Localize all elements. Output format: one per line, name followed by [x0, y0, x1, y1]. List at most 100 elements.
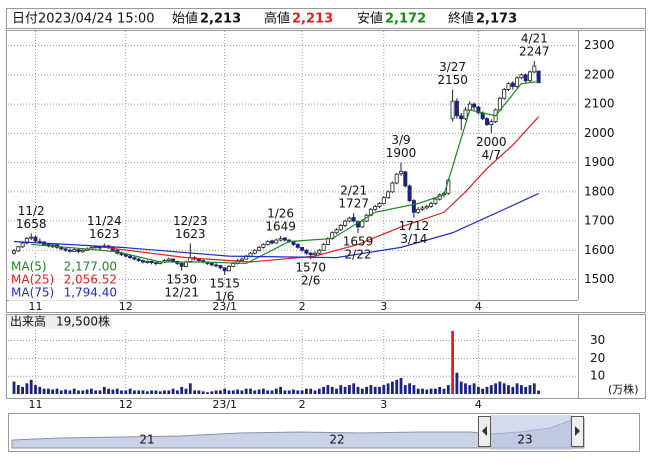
volume-bar [360, 388, 364, 394]
volume-bar [25, 383, 29, 394]
candle-body [20, 242, 25, 248]
volume-bar [434, 388, 437, 394]
annotation-date: 3/9 [391, 133, 410, 147]
candle-body [317, 249, 322, 254]
volume-bar [111, 389, 115, 394]
volume-bar [412, 385, 416, 394]
annotation-price: 1623 [175, 227, 206, 241]
legend-bg [9, 259, 119, 301]
volume-bar [128, 388, 132, 394]
candle-body [274, 239, 279, 244]
volume-bar [489, 385, 493, 394]
volume-bar [520, 385, 523, 394]
candle-body [510, 82, 515, 87]
volume-bar [537, 390, 540, 394]
volume-bar [378, 386, 381, 394]
volume-bar [47, 388, 50, 394]
volume-bar [107, 388, 110, 394]
volume-bar [253, 390, 257, 394]
volume-bar [176, 390, 179, 394]
x-tick-label: 3 [380, 300, 387, 313]
annotation-date: 3/14 [400, 232, 427, 246]
volume-bar [77, 390, 80, 394]
open-value: 2,213 [200, 12, 241, 27]
y-tick-label: 1700 [584, 214, 615, 228]
volume-bar [507, 385, 510, 394]
volume-bar [326, 385, 330, 394]
volume-bar [197, 390, 201, 394]
annotation-price: 1623 [89, 227, 120, 241]
candle-body [312, 252, 317, 256]
volume-bar [386, 383, 390, 394]
ma-line [13, 193, 539, 259]
volume-unit: (万株) [608, 382, 639, 396]
legend-value: 1,794.40 [64, 286, 117, 300]
candle-body [248, 252, 253, 257]
candle-body [222, 267, 227, 272]
volume-bar [266, 390, 270, 394]
volume-bar [274, 388, 278, 394]
volume-panel [6, 314, 646, 399]
volume-bar [158, 391, 162, 394]
navigator-label: 23 [517, 433, 532, 447]
volume-bar [68, 390, 72, 394]
volume-bar [352, 383, 356, 394]
candle-body [519, 74, 524, 79]
candle-body [472, 103, 477, 108]
candle-body [532, 65, 537, 73]
candle-body [459, 115, 464, 120]
candle-body [93, 246, 98, 249]
volume-bar [42, 388, 46, 394]
candle-body [179, 263, 184, 267]
volume-bar [163, 390, 166, 394]
candle-body [390, 182, 395, 193]
volume-bar [214, 390, 218, 394]
annotation-price: 1658 [16, 217, 47, 231]
candle-body [214, 264, 219, 267]
volume-bar [85, 389, 89, 394]
candle-body [360, 220, 365, 228]
volume-bar [98, 390, 102, 394]
candle-body [424, 206, 429, 209]
candle-body [411, 200, 416, 213]
candle-body [252, 249, 257, 254]
annotation-price: 1570 [295, 261, 326, 275]
candle-body [239, 258, 244, 261]
candle-body [80, 249, 85, 253]
candle-body [136, 258, 141, 261]
candle-body [166, 258, 171, 261]
volume-bar [451, 330, 454, 394]
navigator-window[interactable] [490, 415, 572, 450]
low-value: 2,172 [385, 12, 426, 27]
volume-bar [21, 386, 24, 394]
volume-bar [485, 386, 489, 394]
volume-bar [102, 386, 106, 394]
candle-body [149, 261, 154, 263]
annotation-price: 1659 [343, 235, 374, 249]
volume-bar [171, 388, 175, 394]
volume-bar [12, 381, 16, 394]
date: 2023/04/24 15:00 [38, 12, 155, 27]
annotation-price: 1515 [209, 277, 240, 291]
volume-bar [524, 386, 528, 394]
candle-body [321, 244, 326, 251]
volume-bar [296, 390, 300, 394]
volume-bar [184, 388, 188, 394]
candle-body [398, 170, 403, 175]
candle-body [433, 198, 438, 204]
volume-bar [59, 390, 63, 394]
candle-body [334, 229, 339, 234]
volume-bar [262, 388, 265, 394]
candle-body [33, 236, 38, 242]
volume-bar [270, 390, 274, 394]
candle-body [265, 241, 270, 245]
x-tick-label: 2 [299, 300, 306, 313]
volume-bar [240, 390, 244, 394]
volume-bar [365, 386, 368, 394]
volume-bar [442, 388, 446, 394]
volume-bar [313, 390, 317, 394]
candle-body [536, 70, 541, 84]
annotation-price: 1712 [399, 219, 430, 233]
candle-body [209, 263, 214, 266]
candle-body [183, 261, 188, 267]
